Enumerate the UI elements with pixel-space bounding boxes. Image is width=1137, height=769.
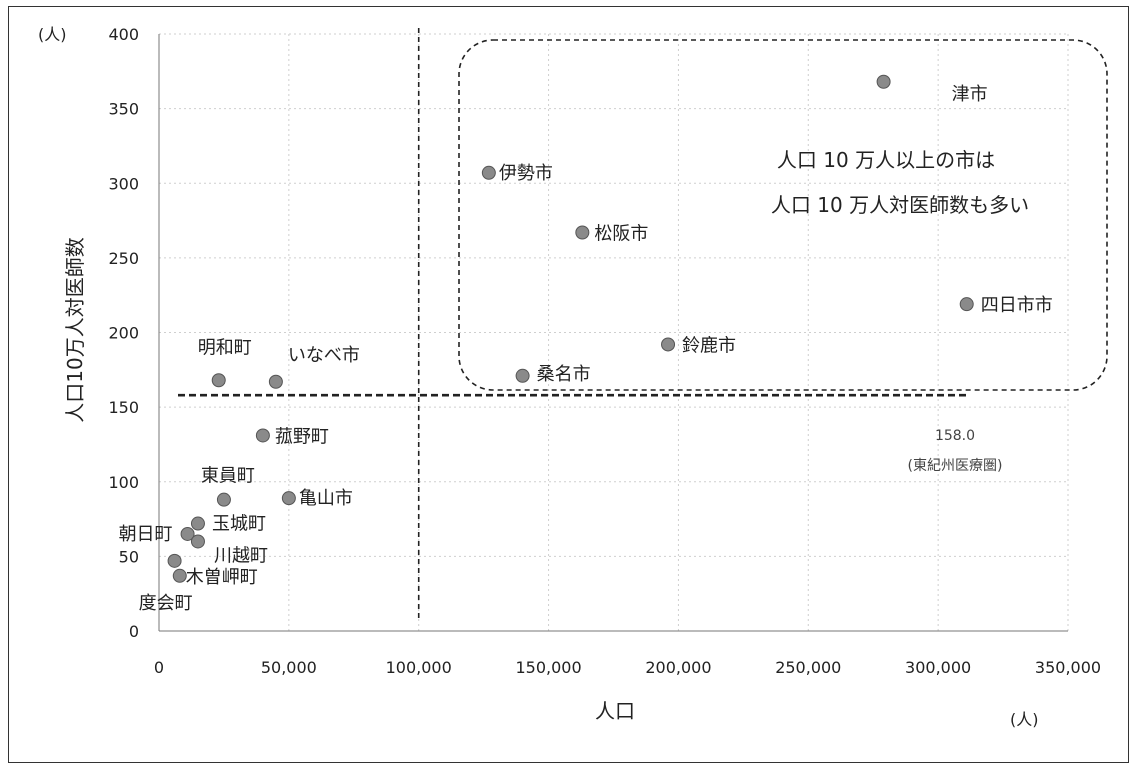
y-axis-title: 人口10万人対医師数 bbox=[63, 237, 87, 422]
data-point bbox=[959, 297, 974, 312]
y-tick-label: 0 bbox=[129, 622, 139, 641]
x-tick-label: 350,000 bbox=[1035, 658, 1101, 677]
x-tick-label: 250,000 bbox=[775, 658, 841, 677]
x-tick-label: 300,000 bbox=[905, 658, 971, 677]
data-point bbox=[281, 491, 296, 506]
reference-note-label: (東紀州医療圏) bbox=[908, 457, 1003, 474]
x-tick-label: 0 bbox=[154, 658, 164, 677]
data-point bbox=[481, 165, 496, 180]
data-point-label: 明和町 bbox=[198, 337, 252, 358]
data-point-label: 亀山市 bbox=[299, 488, 353, 509]
y-tick-label: 400 bbox=[108, 25, 139, 44]
data-point-label: 玉城町 bbox=[212, 514, 266, 535]
data-point bbox=[190, 516, 205, 531]
y-unit-label: (人) bbox=[38, 25, 67, 44]
data-point bbox=[172, 568, 187, 583]
y-tick-label: 200 bbox=[108, 324, 139, 343]
annotation-line-2: 人口 10 万人対医師数も多い bbox=[771, 193, 1029, 217]
data-point-label: 松阪市 bbox=[594, 224, 648, 245]
y-tick-label: 300 bbox=[108, 174, 139, 193]
x-tick-label: 100,000 bbox=[386, 658, 452, 677]
data-point bbox=[661, 337, 676, 352]
reference-value-label: 158.0 bbox=[935, 428, 975, 444]
data-point-label: いなべ市 bbox=[288, 345, 360, 366]
data-point bbox=[876, 74, 891, 89]
data-point-label: 鈴鹿市 bbox=[682, 335, 736, 356]
data-point bbox=[211, 373, 226, 388]
data-point-label: 菰野町 bbox=[275, 426, 329, 447]
y-tick-label: 100 bbox=[108, 473, 139, 492]
highlight-region bbox=[458, 39, 1108, 391]
reference-lines bbox=[178, 28, 968, 620]
data-point-label: 川越町 bbox=[214, 545, 268, 566]
data-point bbox=[268, 374, 283, 389]
x-axis-title: 人口 bbox=[595, 699, 635, 723]
data-point-label: 桑名市 bbox=[537, 364, 591, 385]
data-points bbox=[167, 74, 974, 583]
y-tick-label: 250 bbox=[108, 249, 139, 268]
data-point-label: 東員町 bbox=[201, 466, 255, 487]
data-point bbox=[255, 428, 270, 443]
data-point bbox=[515, 368, 530, 383]
data-point bbox=[167, 553, 182, 568]
data-point-label: 伊勢市 bbox=[499, 163, 553, 184]
data-point bbox=[575, 225, 590, 240]
y-tick-label: 150 bbox=[108, 398, 139, 417]
x-unit-label: (人) bbox=[1010, 710, 1039, 729]
data-point bbox=[216, 492, 231, 507]
data-point bbox=[190, 534, 205, 549]
chart-frame bbox=[8, 6, 1129, 763]
annotation-line-1: 人口 10 万人以上の市は bbox=[777, 148, 995, 172]
y-tick-label: 50 bbox=[119, 547, 139, 566]
data-point-label: 津市 bbox=[952, 84, 988, 105]
data-point-label: 朝日町 bbox=[119, 524, 173, 545]
x-tick-label: 150,000 bbox=[515, 658, 581, 677]
grid bbox=[159, 33, 1069, 631]
y-tick-label: 350 bbox=[108, 100, 139, 119]
data-point-label: 度会町 bbox=[139, 593, 193, 614]
axes bbox=[158, 34, 1068, 632]
tick-labels: 0 50 100 150 200 250 300 350 400 0 50,000 100,000 15… bbox=[108, 25, 1101, 677]
data-point bbox=[180, 526, 195, 541]
data-point-label: 四日市市 bbox=[981, 295, 1053, 316]
x-tick-label: 50,000 bbox=[261, 658, 317, 677]
x-tick-label: 200,000 bbox=[645, 658, 711, 677]
data-point-label: 木曽岬町 bbox=[186, 567, 258, 588]
